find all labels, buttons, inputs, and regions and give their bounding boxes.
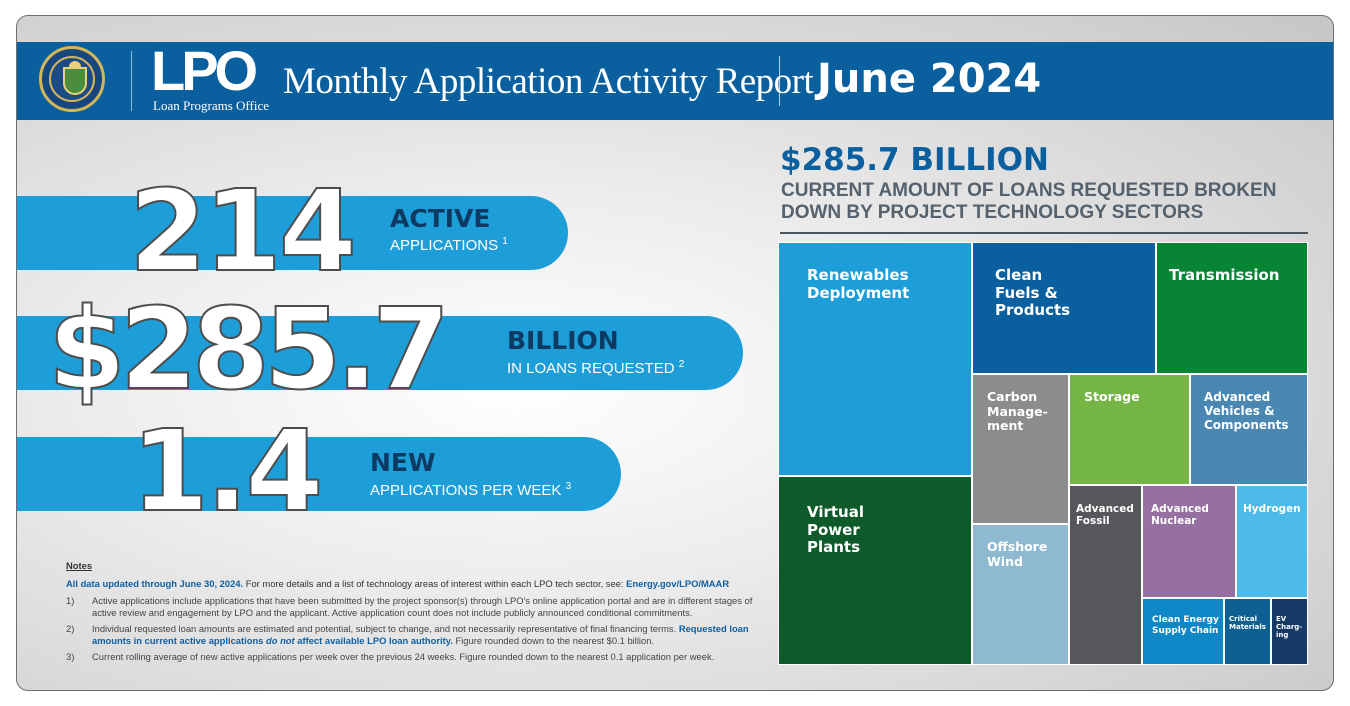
total-description: CURRENT AMOUNT OF LOANS REQUESTED BROKEN… xyxy=(781,180,1277,223)
tile-advanced-nuclear: Advanced Nuclear xyxy=(1142,485,1236,598)
stat-sub-billion: IN LOANS REQUESTED 2 xyxy=(507,359,685,377)
report-period: June 2024 xyxy=(817,56,1042,102)
notes-intro: All data updated through June 30, 2024. … xyxy=(66,577,730,589)
tile-hydrogen: Hydrogen xyxy=(1236,485,1308,598)
tile-transmission: Transmission xyxy=(1156,242,1308,374)
lpo-logo-subtitle: Loan Programs Office xyxy=(153,98,270,113)
stat-pill-billion xyxy=(17,316,743,390)
tile-carbon-management: Carbon Manage- ment xyxy=(972,374,1069,524)
header-banner: LPO Loan Programs Office Monthly Applica… xyxy=(17,39,1333,120)
stat-label-new: NEW xyxy=(370,448,436,477)
tile-virtual-power-plants: Virtual Power Plants xyxy=(778,476,972,665)
section-rule xyxy=(780,232,1308,234)
stat-pill-new xyxy=(17,437,621,511)
stat-sub-active: APPLICATIONS 1 xyxy=(390,236,508,254)
lpo-logo: LPO xyxy=(151,39,258,102)
stat-number-new: 1.4 xyxy=(130,407,324,537)
tile-ev-charging: EV Charg- ing xyxy=(1271,598,1308,665)
stat-label-billion: BILLION xyxy=(507,326,619,355)
sector-treemap: Renewables Deployment Virtual Power Plan… xyxy=(778,242,1308,665)
stat-number-billion: $285.7 xyxy=(47,285,451,415)
header-divider xyxy=(131,51,132,111)
note-item: 1) Active applications include applicatio… xyxy=(66,595,753,618)
header-divider-2 xyxy=(779,56,780,106)
stat-sub-new: APPLICATIONS PER WEEK 3 xyxy=(370,481,572,499)
notes-title: Notes xyxy=(66,560,93,571)
tile-advanced-vehicles: Advanced Vehicles & Components xyxy=(1190,374,1308,485)
tile-critical-materials: Critical Materials xyxy=(1224,598,1271,665)
stat-label-active: ACTIVE xyxy=(390,204,491,233)
report-card: LPO Loan Programs Office Monthly Applica… xyxy=(16,15,1334,691)
stat-number-active: 214 xyxy=(128,167,358,297)
note-item: 2) Individual requested loan amounts are … xyxy=(66,623,749,646)
doe-seal-icon xyxy=(39,46,105,112)
tile-advanced-fossil: Advanced Fossil xyxy=(1069,485,1142,665)
report-title: Monthly Application Activity Report xyxy=(283,61,814,102)
total-amount: $285.7 BILLION xyxy=(780,142,1049,178)
tile-storage: Storage xyxy=(1069,374,1190,485)
note-item: 3) Current rolling average of new active … xyxy=(66,651,715,662)
tile-offshore-wind: Offshore Wind xyxy=(972,524,1069,665)
maar-link[interactable]: Energy.gov/LPO/MAAR xyxy=(626,577,730,589)
stat-pill-active xyxy=(17,196,568,270)
tile-renewables-deployment: Renewables Deployment xyxy=(778,242,972,476)
tile-clean-fuels: Clean Fuels & Products xyxy=(972,242,1156,374)
tile-clean-energy-supply-chain: Clean Energy Supply Chain xyxy=(1142,598,1224,665)
notes-section: Notes All data updated through June 30, … xyxy=(66,560,776,668)
